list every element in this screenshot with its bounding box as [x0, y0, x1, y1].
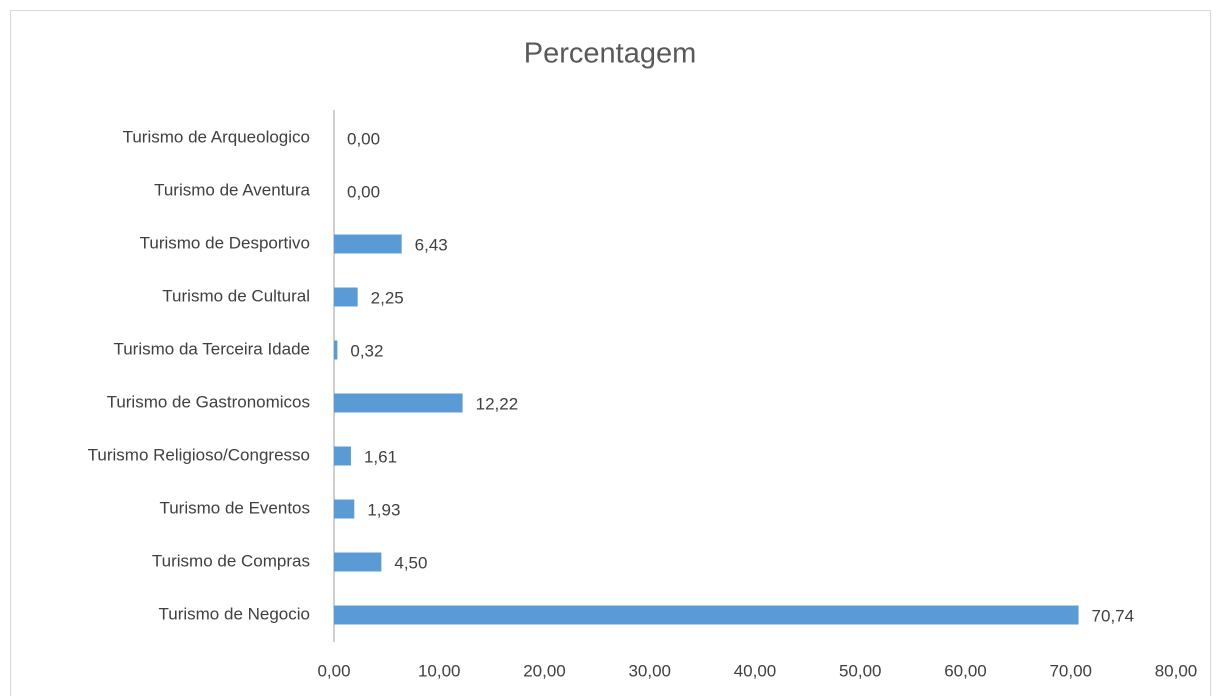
x-tick-label: 50,00 [839, 661, 882, 680]
x-tick-label: 40,00 [734, 661, 777, 680]
bar [334, 287, 358, 307]
data-label: 4,50 [394, 553, 427, 572]
x-tick-label: 20,00 [523, 661, 566, 680]
x-tick-label: 80,00 [1155, 661, 1198, 680]
y-tick-label: Turismo de Eventos [159, 498, 310, 517]
x-tick-label: 60,00 [944, 661, 987, 680]
y-tick-label: Turismo de Aventura [154, 180, 310, 199]
x-tick-label: 30,00 [628, 661, 671, 680]
y-tick-label: Turismo de Gastronomicos [107, 392, 310, 411]
data-label: 0,00 [347, 182, 380, 201]
data-label: 6,43 [415, 235, 448, 254]
y-tick-label: Turismo de Compras [152, 551, 310, 570]
bar [334, 340, 338, 360]
data-label: 0,00 [347, 129, 380, 148]
bar [334, 499, 355, 519]
y-tick-label: Turismo de Negocio [159, 604, 311, 623]
data-label: 12,22 [476, 394, 519, 413]
bar [334, 446, 351, 466]
data-label: 2,25 [371, 288, 404, 307]
x-tick-label: 70,00 [1049, 661, 1092, 680]
bar [334, 552, 382, 572]
data-label: 70,74 [1092, 606, 1135, 625]
chart-title: Percentagem [524, 38, 697, 70]
bar [334, 234, 402, 254]
data-label: 0,32 [350, 341, 383, 360]
bar [334, 605, 1079, 625]
y-tick-label: Turismo de Cultural [162, 286, 310, 305]
y-tick-label: Turismo de Arqueologico [123, 127, 310, 146]
x-tick-label: 0,00 [317, 661, 350, 680]
data-label: 1,61 [364, 447, 397, 466]
x-tick-label: 10,00 [418, 661, 461, 680]
data-label: 1,93 [367, 500, 400, 519]
bar [334, 393, 463, 413]
chart-border [10, 10, 1211, 696]
y-tick-label: Turismo de Desportivo [140, 233, 310, 252]
y-tick-label: Turismo da Terceira Idade [113, 339, 310, 358]
y-tick-label: Turismo Religioso/Congresso [88, 445, 310, 464]
